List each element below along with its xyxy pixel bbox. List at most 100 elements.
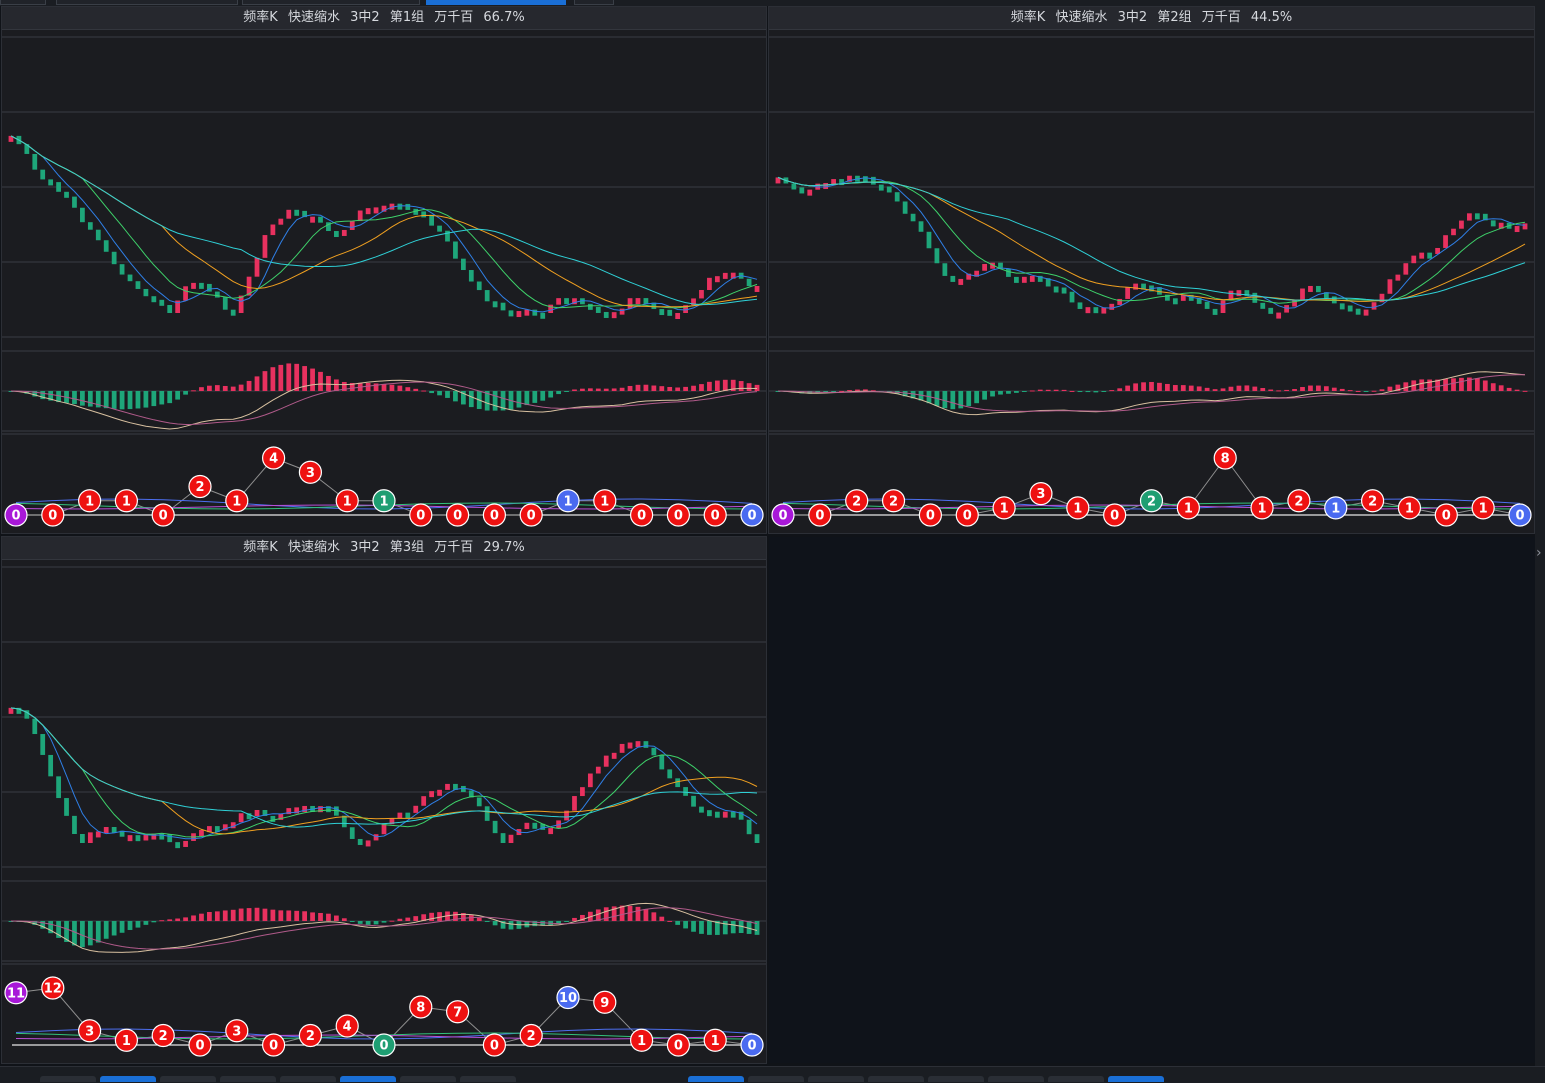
count-badge[interactable]: 0 bbox=[446, 503, 470, 527]
chevron-right-icon[interactable]: › bbox=[1536, 545, 1542, 561]
count-badge[interactable]: 2 bbox=[519, 1023, 543, 1048]
count-badge[interactable]: 1 bbox=[593, 489, 617, 513]
chart-canvas[interactable]: 0 0 1 1 0 2 1 4 3 1 1 0 0 0 0 1 1 0 0 0 0 bbox=[2, 29, 766, 534]
count-badge[interactable]: 0 bbox=[1434, 503, 1458, 527]
count-badge[interactable]: 0 bbox=[4, 503, 28, 527]
badge-circle bbox=[1287, 489, 1311, 513]
chart-panel-group3[interactable]: 频率K 快速缩水 3中2 第3组 万千百 29.7% 11 12 3 1 2 0 3 0 2 4 0… bbox=[1, 536, 767, 1064]
count-badge[interactable]: 0 bbox=[409, 503, 433, 527]
count-badge[interactable]: 12 bbox=[41, 976, 65, 1000]
count-badge[interactable]: 0 bbox=[703, 503, 727, 527]
count-badge[interactable]: 0 bbox=[955, 503, 979, 527]
bottom-tab[interactable] bbox=[988, 1076, 1044, 1082]
count-badge[interactable]: 2 bbox=[1360, 489, 1385, 513]
count-badge[interactable]: 4 bbox=[262, 446, 286, 470]
count-badge[interactable]: 2 bbox=[1287, 489, 1311, 513]
macd-bar bbox=[707, 381, 712, 391]
count-badge[interactable]: 8 bbox=[409, 995, 433, 1019]
bottom-tab[interactable] bbox=[868, 1076, 924, 1082]
count-badge[interactable]: 0 bbox=[629, 503, 654, 527]
macd-bar bbox=[341, 381, 347, 391]
bottom-tab[interactable] bbox=[40, 1076, 96, 1082]
bottom-tab-active[interactable] bbox=[100, 1076, 156, 1082]
count-badge[interactable]: 3 bbox=[1029, 482, 1053, 506]
bottom-tab[interactable] bbox=[1048, 1076, 1104, 1082]
chart-canvas[interactable]: 0 0 2 2 0 0 1 3 1 0 2 1 8 1 2 1 2 1 0 1 0 bbox=[769, 29, 1534, 534]
bottom-tab[interactable] bbox=[928, 1076, 984, 1082]
count-badge[interactable]: 0 bbox=[262, 1033, 286, 1057]
bottom-tab-active[interactable] bbox=[1108, 1076, 1164, 1082]
count-badge[interactable]: 0 bbox=[372, 1033, 396, 1057]
count-badge[interactable]: 0 bbox=[918, 503, 942, 527]
count-badge[interactable]: 0 bbox=[771, 503, 795, 527]
count-badge[interactable]: 1 bbox=[1250, 496, 1274, 520]
toolbar-tab[interactable] bbox=[56, 0, 238, 5]
count-badge[interactable]: 1 bbox=[114, 489, 139, 513]
count-badge[interactable]: 4 bbox=[335, 1014, 359, 1038]
count-badge[interactable]: 11 bbox=[4, 981, 28, 1005]
macd-dea-line bbox=[11, 907, 758, 950]
count-badge[interactable]: 2 bbox=[188, 474, 212, 499]
bottom-tab[interactable] bbox=[280, 1076, 336, 1082]
count-badge[interactable]: 0 bbox=[41, 503, 65, 527]
toolbar-tab-active[interactable] bbox=[426, 0, 566, 5]
bottom-tab[interactable] bbox=[220, 1076, 276, 1082]
count-badge[interactable]: 7 bbox=[446, 1000, 470, 1024]
right-scroll-strip[interactable] bbox=[1535, 6, 1545, 1066]
count-badge[interactable]: 0 bbox=[740, 503, 764, 527]
count-badge[interactable]: 1 bbox=[1176, 496, 1200, 520]
toolbar-tab[interactable] bbox=[574, 0, 614, 5]
count-badge[interactable]: 3 bbox=[77, 1019, 102, 1043]
bottom-tab[interactable] bbox=[748, 1076, 804, 1082]
count-badge[interactable]: 1 bbox=[992, 496, 1016, 520]
count-badge[interactable]: 1 bbox=[1471, 496, 1495, 520]
count-badge[interactable]: 0 bbox=[808, 503, 832, 527]
count-badge[interactable]: 1 bbox=[703, 1028, 727, 1052]
count-badge[interactable]: 1 bbox=[1397, 496, 1422, 520]
count-badge[interactable]: 0 bbox=[740, 1033, 764, 1057]
count-badge[interactable]: 2 bbox=[881, 489, 906, 513]
count-badge[interactable]: 2 bbox=[845, 489, 869, 513]
count-badge[interactable]: 9 bbox=[593, 990, 617, 1014]
bottom-tab[interactable] bbox=[400, 1076, 456, 1082]
count-badge[interactable]: 10 bbox=[556, 985, 580, 1010]
bottom-tab-active[interactable] bbox=[340, 1076, 396, 1082]
count-badge[interactable]: 0 bbox=[188, 1033, 212, 1057]
count-badge[interactable]: 1 bbox=[1324, 496, 1348, 520]
count-badge[interactable]: 1 bbox=[556, 489, 580, 513]
count-badge[interactable]: 1 bbox=[1066, 496, 1090, 520]
count-badge[interactable]: 3 bbox=[298, 460, 322, 484]
count-badge[interactable]: 1 bbox=[629, 1028, 654, 1052]
toolbar-tab[interactable] bbox=[0, 0, 46, 5]
count-badge[interactable]: 2 bbox=[151, 1023, 175, 1048]
badge-value: 8 bbox=[416, 1001, 425, 1016]
chart-panel-group2[interactable]: 频率K 快速缩水 3中2 第2组 万千百 44.5% 0 0 2 2 0 0 1 3 1 0 2 1 8… bbox=[768, 6, 1535, 534]
toolbar-tab[interactable] bbox=[242, 0, 420, 5]
count-badge[interactable]: 0 bbox=[482, 503, 506, 527]
count-badge[interactable]: 0 bbox=[666, 1033, 691, 1057]
count-badge[interactable]: 0 bbox=[666, 503, 691, 527]
macd-bar bbox=[746, 921, 752, 934]
bottom-tab[interactable] bbox=[160, 1076, 216, 1082]
bottom-tab-active[interactable] bbox=[688, 1076, 744, 1082]
count-badge[interactable]: 1 bbox=[225, 489, 249, 513]
count-badge[interactable]: 0 bbox=[519, 503, 543, 527]
count-badge[interactable]: 1 bbox=[77, 489, 102, 513]
count-badge[interactable]: 1 bbox=[114, 1028, 139, 1052]
count-badge[interactable]: 1 bbox=[372, 489, 396, 513]
candle-down bbox=[799, 187, 805, 194]
bottom-tab[interactable] bbox=[460, 1076, 516, 1082]
count-badge[interactable]: 0 bbox=[1103, 503, 1127, 527]
count-badge[interactable]: 1 bbox=[335, 489, 359, 513]
candle-up bbox=[754, 285, 760, 292]
count-badge[interactable]: 8 bbox=[1213, 446, 1237, 470]
count-badge[interactable]: 0 bbox=[151, 503, 175, 527]
bottom-tab[interactable] bbox=[808, 1076, 864, 1082]
count-badge[interactable]: 2 bbox=[1139, 489, 1164, 513]
count-badge[interactable]: 0 bbox=[482, 1033, 506, 1057]
count-badge[interactable]: 2 bbox=[298, 1023, 322, 1048]
count-badge[interactable]: 3 bbox=[225, 1019, 249, 1043]
count-badge[interactable]: 0 bbox=[1508, 503, 1532, 527]
